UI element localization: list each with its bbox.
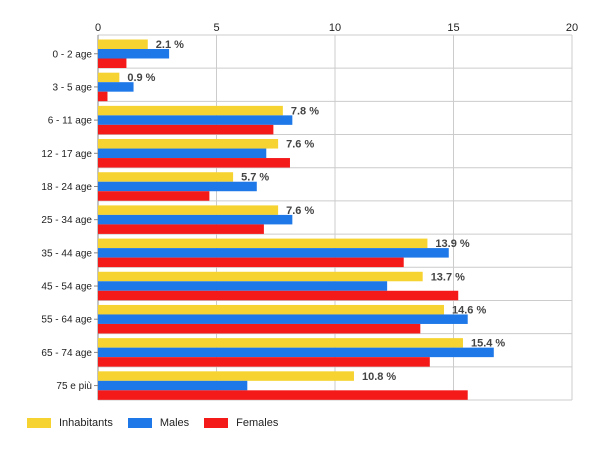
x-tick-label: 15 xyxy=(447,22,459,34)
category-label: 35 - 44 age xyxy=(41,248,92,259)
bar-males-5 xyxy=(98,214,293,225)
category-label: 55 - 64 age xyxy=(41,315,92,326)
data-label: 0.9 % xyxy=(127,72,155,84)
x-tick-label: 0 xyxy=(95,22,101,34)
bar-females-7 xyxy=(98,290,459,301)
bar-males-1 xyxy=(98,82,134,92)
bar-inhabitants-6 xyxy=(98,238,428,249)
data-label: 15.4 % xyxy=(471,338,505,350)
legend-swatch-inhabitants xyxy=(27,418,51,428)
data-label: 14.6 % xyxy=(452,304,486,316)
bar-females-0 xyxy=(98,58,127,68)
bar-males-3 xyxy=(98,148,267,159)
legend-label-males: Males xyxy=(159,417,190,429)
category-label: 25 - 34 age xyxy=(41,215,92,226)
bar-inhabitants-1 xyxy=(98,72,120,83)
bar-males-7 xyxy=(98,281,388,291)
bar-males-2 xyxy=(98,115,293,125)
bar-males-8 xyxy=(98,314,468,324)
category-label: 18 - 24 age xyxy=(41,182,92,193)
x-tick-label: 20 xyxy=(566,22,578,34)
bar-inhabitants-8 xyxy=(98,304,445,315)
legend-swatch-males xyxy=(127,418,152,428)
data-label: 7.6 % xyxy=(286,205,314,217)
bar-females-4 xyxy=(98,191,210,201)
data-label: 5.7 % xyxy=(241,172,269,184)
bar-inhabitants-4 xyxy=(98,172,234,182)
bar-females-9 xyxy=(98,357,430,367)
bar-females-8 xyxy=(98,323,421,334)
bars xyxy=(98,39,494,400)
bar-males-0 xyxy=(98,49,170,59)
category-label: 12 - 17 age xyxy=(41,149,92,160)
bar-females-3 xyxy=(98,158,290,168)
bar-females-10 xyxy=(98,390,468,400)
bar-inhabitants-0 xyxy=(98,39,148,49)
data-label: 2.1 % xyxy=(156,39,184,51)
bar-females-1 xyxy=(98,91,108,102)
category-label: 65 - 74 age xyxy=(41,348,92,359)
bar-males-4 xyxy=(98,181,257,192)
legend-item-females[interactable]: Females xyxy=(204,417,278,429)
bar-males-10 xyxy=(98,380,248,391)
category-label: 3 - 5 age xyxy=(53,82,93,93)
bar-inhabitants-5 xyxy=(98,205,279,215)
bar-males-9 xyxy=(98,347,494,358)
data-label: 13.7 % xyxy=(431,271,465,283)
bar-inhabitants-7 xyxy=(98,271,423,282)
bar-females-6 xyxy=(98,257,404,268)
legend-item-males[interactable]: Males xyxy=(127,417,190,429)
x-tick-label: 10 xyxy=(329,22,341,34)
bar-males-6 xyxy=(98,248,449,258)
bar-inhabitants-10 xyxy=(98,371,354,381)
category-label: 6 - 11 age xyxy=(48,116,93,127)
category-label: 45 - 54 age xyxy=(41,282,92,293)
legend-item-inhabitants[interactable]: Inhabitants xyxy=(27,417,113,429)
data-label: 7.8 % xyxy=(291,105,319,117)
data-label: 10.8 % xyxy=(362,371,396,383)
bar-females-2 xyxy=(98,124,274,135)
legend: Inhabitants Males Females xyxy=(27,417,293,429)
bar-inhabitants-3 xyxy=(98,139,279,149)
bar-females-5 xyxy=(98,224,264,234)
bar-inhabitants-9 xyxy=(98,338,463,348)
category-label: 0 - 2 age xyxy=(53,49,93,60)
data-label: 7.6 % xyxy=(286,139,314,151)
data-label: 13.9 % xyxy=(435,238,469,250)
x-tick-label: 5 xyxy=(213,22,219,34)
legend-swatch-females xyxy=(204,418,229,428)
bar-inhabitants-2 xyxy=(98,105,283,116)
labels: 0 5 10 15 20 0 - 2 age 2.1 % 3 - 5 age 0.9 % 6 - … xyxy=(41,22,578,392)
legend-label-inhabitants: Inhabitants xyxy=(59,417,113,429)
category-label: 75 e più xyxy=(56,381,92,392)
legend-label-females: Females xyxy=(236,417,279,429)
